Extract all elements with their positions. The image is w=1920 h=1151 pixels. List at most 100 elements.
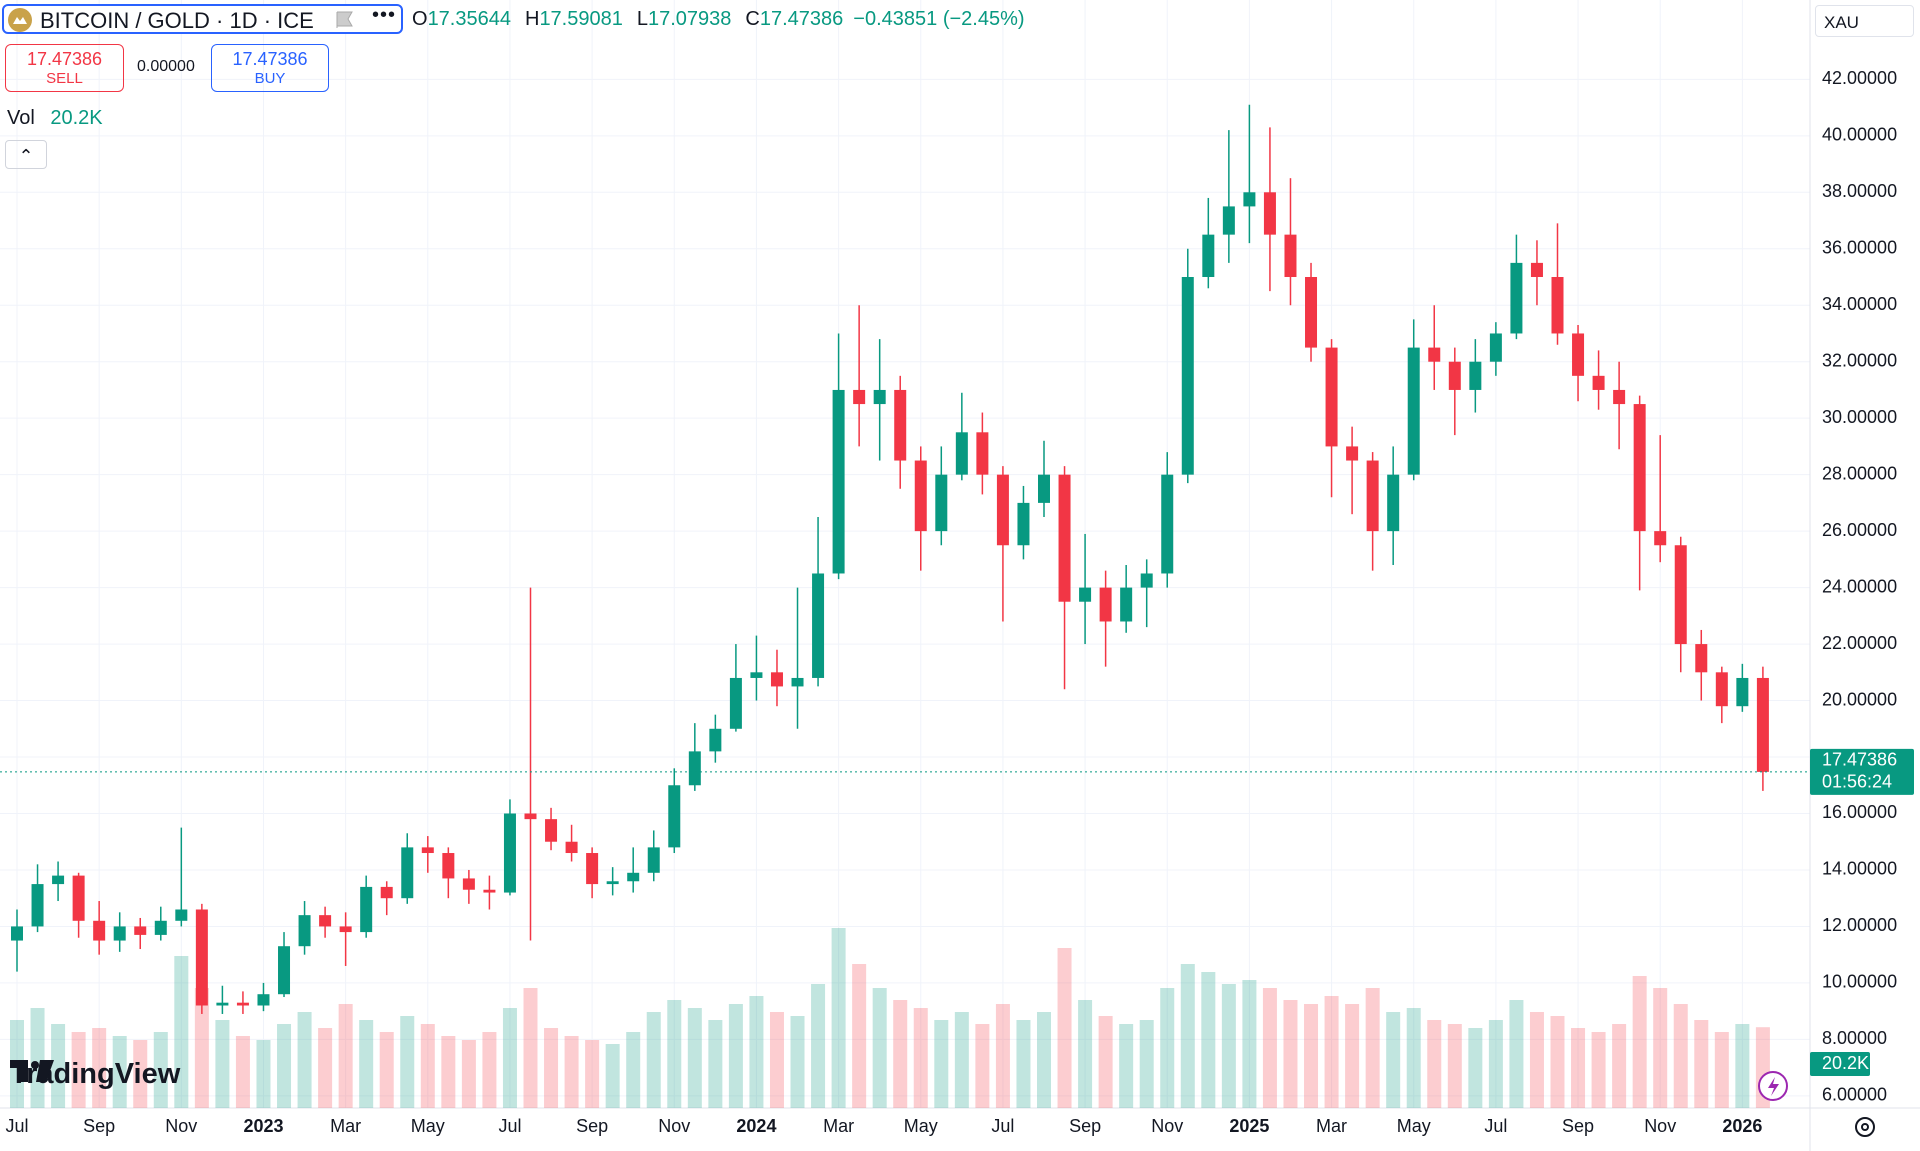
sell-button[interactable]: 17.47386 SELL <box>5 44 124 92</box>
volume-bar <box>112 1036 127 1108</box>
volume-bar <box>400 1016 415 1108</box>
candle-body <box>586 853 599 885</box>
candle-body <box>1756 677 1769 772</box>
candle-body <box>627 872 640 882</box>
volume-bar <box>913 1008 928 1108</box>
volume-bar <box>1283 1000 1298 1108</box>
x-tick-label: Jul <box>1484 1116 1507 1136</box>
candle-body <box>1530 262 1543 277</box>
candle-body <box>1202 234 1215 277</box>
volume-bar <box>1735 1024 1750 1108</box>
volume-bar <box>1694 1020 1709 1108</box>
candle-body <box>462 878 475 890</box>
candle-body <box>421 847 434 854</box>
candle-body <box>996 474 1009 546</box>
volume-bar <box>277 1024 292 1108</box>
volume-bar <box>1714 1032 1729 1108</box>
currency-box[interactable]: XAU <box>1815 5 1914 37</box>
volume-bar <box>502 1008 517 1108</box>
x-tick-label: May <box>1397 1116 1431 1136</box>
candle-body <box>647 847 660 873</box>
volume-bar <box>1139 1020 1154 1108</box>
volume-bar <box>1468 1028 1483 1108</box>
volume-bar <box>194 988 209 1108</box>
candle-body <box>319 915 332 927</box>
candle-body <box>154 920 167 935</box>
candle-body <box>72 875 85 921</box>
volume-bar <box>461 1040 476 1108</box>
candle-body <box>894 389 907 461</box>
candle-body <box>257 994 270 1006</box>
volume-box <box>1810 1052 1870 1076</box>
candle-body <box>380 886 393 899</box>
candle-body <box>832 389 845 574</box>
y-tick-label: 22.00000 <box>1822 633 1897 653</box>
volume-bar <box>790 1016 805 1108</box>
volume-bar <box>934 1020 949 1108</box>
volume-bar <box>1345 1004 1360 1108</box>
volume-legend: Vol 20.2K <box>7 107 103 130</box>
candle-body <box>1448 361 1461 390</box>
candle-body <box>11 926 23 941</box>
candle-body <box>1695 644 1708 673</box>
candle-body <box>1038 474 1050 503</box>
candle-body <box>442 853 455 879</box>
candle-body <box>134 926 147 935</box>
ohlc-value: 17.47386 <box>759 8 844 30</box>
volume-bar <box>708 1020 723 1108</box>
candle-body <box>1551 277 1564 334</box>
flag-icon[interactable] <box>334 10 356 30</box>
volume-bar <box>728 1004 743 1108</box>
x-tick-label: Nov <box>165 1116 197 1136</box>
volume-bar <box>1324 996 1339 1108</box>
candle-body <box>955 432 968 475</box>
volume-bar <box>1304 1004 1319 1108</box>
candle-body <box>1346 446 1359 461</box>
candle-body <box>914 460 927 532</box>
volume-bar <box>420 1024 435 1108</box>
candle-body <box>1325 347 1338 447</box>
volume-bar <box>1612 1024 1627 1108</box>
candle-body <box>1572 333 1585 376</box>
buy-price: 17.47386 <box>232 49 308 69</box>
symbol-box[interactable]: BITCOIN / GOLD · 1D · ICE ••• <box>2 4 403 34</box>
volume-bar <box>1488 1020 1503 1108</box>
candle-body <box>976 432 989 475</box>
candle-body <box>524 813 537 820</box>
candle-body <box>93 920 106 941</box>
x-tick-label: Mar <box>1316 1116 1347 1136</box>
candle-body <box>503 813 516 893</box>
volume-bar <box>1262 988 1277 1108</box>
candle-body <box>1161 474 1174 574</box>
buy-button[interactable]: 17.47386 BUY <box>211 44 329 92</box>
y-tick-label: 20.00000 <box>1822 689 1897 709</box>
candle-body <box>216 1002 229 1006</box>
volume-bar <box>71 1032 86 1108</box>
ohlc-row: O17.35644 H17.59081 L17.07938 C17.47386 −0.4… <box>412 8 1025 31</box>
y-tick-label: 24.00000 <box>1822 576 1897 596</box>
more-button[interactable]: ••• <box>372 4 397 26</box>
volume-bar <box>92 1028 107 1108</box>
volume-bar <box>564 1036 579 1108</box>
ohlc-key: C <box>745 8 760 30</box>
candle-body <box>729 677 742 729</box>
candle-body <box>1181 277 1194 475</box>
y-tick-label: 26.00000 <box>1822 520 1897 540</box>
y-tick-label: 16.00000 <box>1822 802 1897 822</box>
volume-bar <box>687 1008 702 1108</box>
ohlc-key: O <box>412 8 428 30</box>
volume-bar <box>1057 948 1072 1108</box>
volume-bar <box>1242 980 1257 1108</box>
settings-button[interactable] <box>1855 1117 1875 1137</box>
collapse-button[interactable]: ⌃ <box>5 140 47 169</box>
volume-bar <box>441 1036 456 1108</box>
settings-dot <box>1861 1123 1869 1131</box>
volume-bar <box>235 1036 250 1108</box>
volume-bar <box>1201 972 1216 1108</box>
x-tick-label: 2025 <box>1229 1116 1269 1136</box>
y-tick-label: 6.00000 <box>1822 1085 1887 1105</box>
y-tick-label: 28.00000 <box>1822 463 1897 483</box>
x-tick-label: 2026 <box>1722 1116 1762 1136</box>
volume-bar <box>1386 1012 1401 1108</box>
